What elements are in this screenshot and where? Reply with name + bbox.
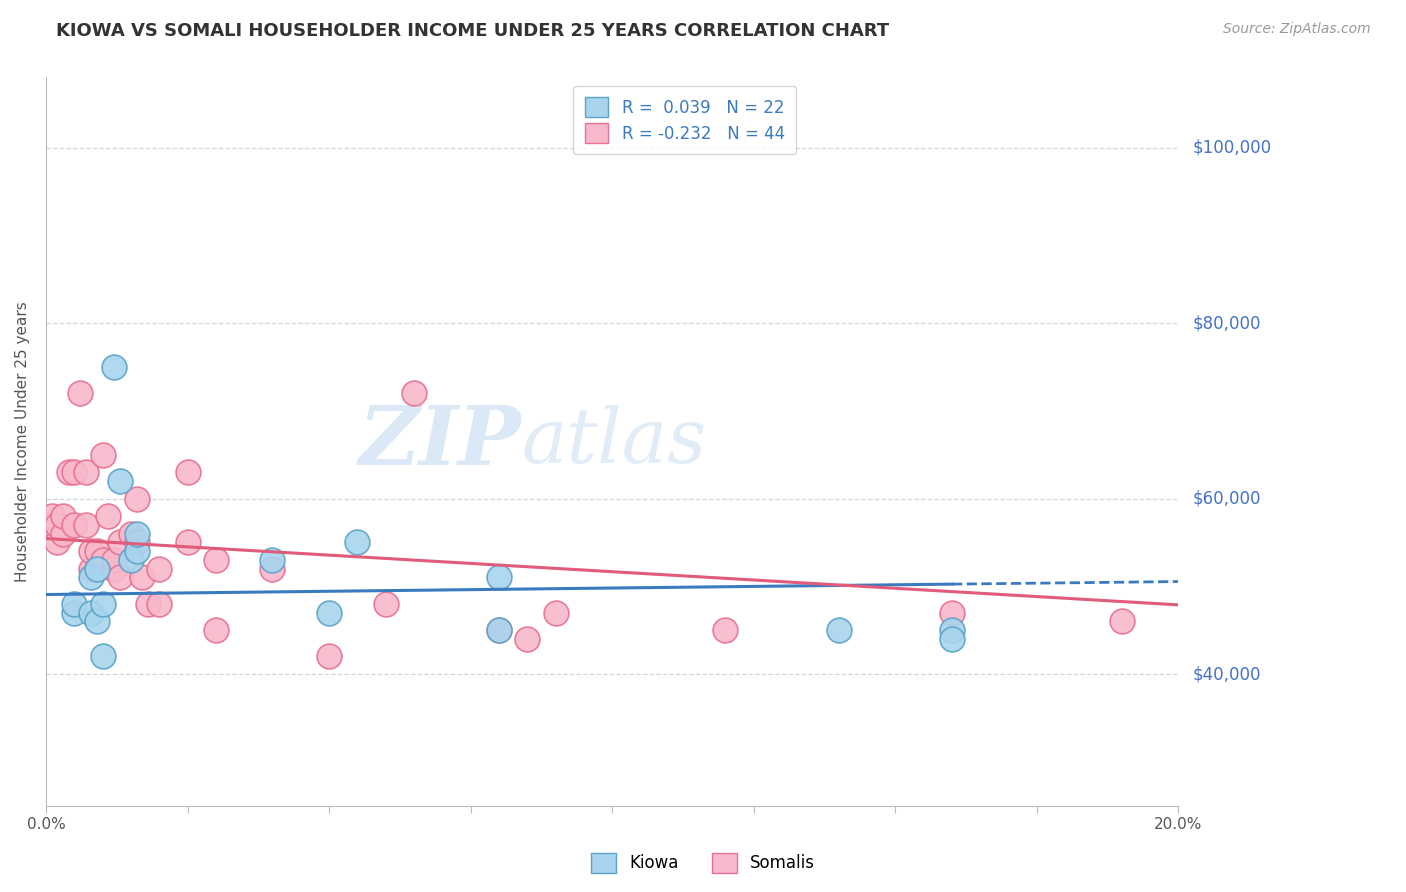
Point bbox=[941, 623, 963, 637]
Point bbox=[828, 623, 851, 637]
Point bbox=[52, 509, 75, 524]
Point bbox=[86, 615, 108, 629]
Point bbox=[86, 562, 108, 576]
Point bbox=[941, 632, 963, 646]
Point bbox=[108, 474, 131, 488]
Y-axis label: Householder Income Under 25 years: Householder Income Under 25 years bbox=[15, 301, 30, 582]
Point bbox=[75, 465, 97, 479]
Point bbox=[52, 526, 75, 541]
Point bbox=[176, 535, 198, 549]
Point bbox=[262, 562, 284, 576]
Point bbox=[148, 562, 170, 576]
Point bbox=[516, 632, 538, 646]
Point bbox=[75, 517, 97, 532]
Point bbox=[125, 535, 148, 549]
Point bbox=[205, 623, 228, 637]
Point bbox=[63, 606, 86, 620]
Point bbox=[86, 544, 108, 558]
Point bbox=[108, 535, 131, 549]
Point bbox=[86, 562, 108, 576]
Point bbox=[488, 623, 510, 637]
Point bbox=[1111, 615, 1133, 629]
Point bbox=[63, 597, 86, 611]
Legend: Kiowa, Somalis: Kiowa, Somalis bbox=[583, 847, 823, 880]
Text: $100,000: $100,000 bbox=[1192, 138, 1271, 157]
Text: Source: ZipAtlas.com: Source: ZipAtlas.com bbox=[1223, 22, 1371, 37]
Point bbox=[148, 597, 170, 611]
Text: $40,000: $40,000 bbox=[1192, 665, 1261, 683]
Point bbox=[91, 649, 114, 664]
Point bbox=[318, 649, 340, 664]
Point bbox=[488, 570, 510, 584]
Point bbox=[205, 553, 228, 567]
Point bbox=[544, 606, 567, 620]
Point bbox=[46, 535, 69, 549]
Point bbox=[176, 465, 198, 479]
Point bbox=[91, 553, 114, 567]
Point bbox=[91, 597, 114, 611]
Point bbox=[103, 562, 125, 576]
Point bbox=[488, 623, 510, 637]
Point bbox=[262, 553, 284, 567]
Text: $80,000: $80,000 bbox=[1192, 314, 1261, 332]
Point bbox=[41, 509, 63, 524]
Legend: R =  0.039   N = 22, R = -0.232   N = 44: R = 0.039 N = 22, R = -0.232 N = 44 bbox=[574, 86, 796, 154]
Point bbox=[91, 448, 114, 462]
Point bbox=[41, 517, 63, 532]
Point bbox=[80, 544, 103, 558]
Point bbox=[136, 597, 159, 611]
Point bbox=[103, 359, 125, 374]
Text: ZIP: ZIP bbox=[359, 401, 522, 482]
Point bbox=[714, 623, 737, 637]
Point bbox=[120, 553, 142, 567]
Point bbox=[120, 526, 142, 541]
Point bbox=[125, 544, 148, 558]
Point bbox=[97, 509, 120, 524]
Point bbox=[58, 465, 80, 479]
Point bbox=[63, 517, 86, 532]
Point bbox=[374, 597, 396, 611]
Text: atlas: atlas bbox=[522, 404, 707, 478]
Point bbox=[80, 562, 103, 576]
Point bbox=[941, 606, 963, 620]
Point bbox=[63, 465, 86, 479]
Point bbox=[402, 386, 425, 401]
Point bbox=[125, 491, 148, 506]
Point bbox=[69, 386, 91, 401]
Point bbox=[108, 570, 131, 584]
Point bbox=[346, 535, 368, 549]
Point bbox=[131, 570, 153, 584]
Point bbox=[80, 570, 103, 584]
Point bbox=[125, 526, 148, 541]
Point bbox=[46, 517, 69, 532]
Point bbox=[103, 553, 125, 567]
Point bbox=[41, 842, 63, 856]
Point bbox=[318, 606, 340, 620]
Point bbox=[80, 606, 103, 620]
Text: $60,000: $60,000 bbox=[1192, 490, 1261, 508]
Text: KIOWA VS SOMALI HOUSEHOLDER INCOME UNDER 25 YEARS CORRELATION CHART: KIOWA VS SOMALI HOUSEHOLDER INCOME UNDER… bbox=[56, 22, 890, 40]
